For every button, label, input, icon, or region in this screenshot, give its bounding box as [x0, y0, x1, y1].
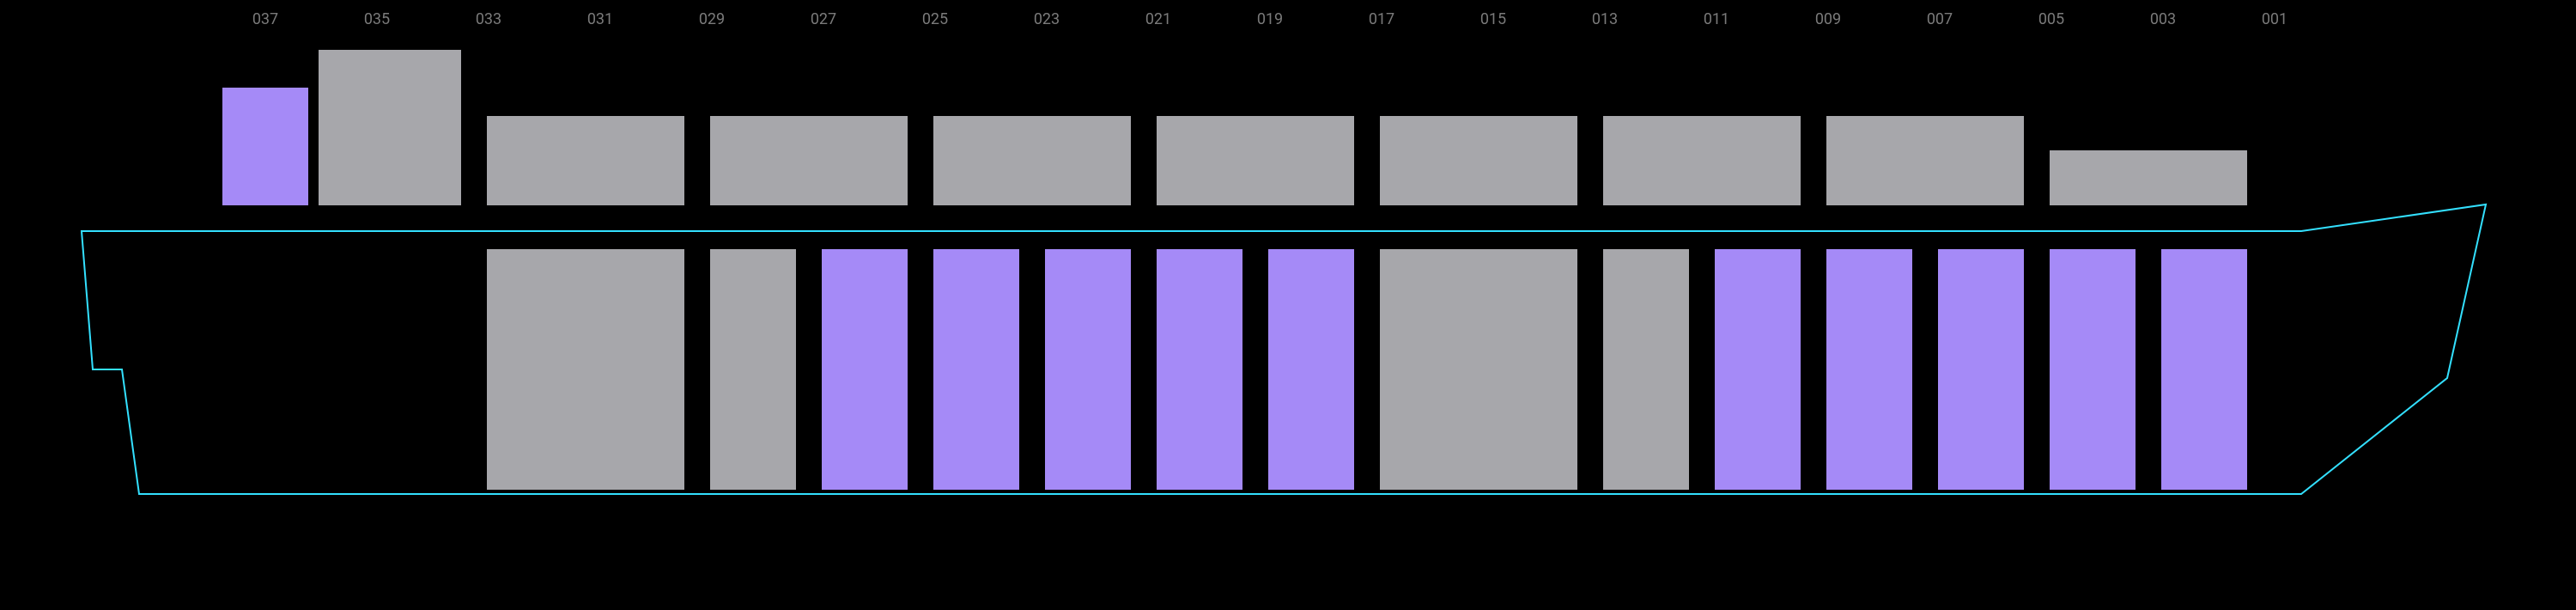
bay-label: 035: [364, 10, 390, 28]
deck-block[interactable]: [1157, 116, 1354, 205]
bay-label: 001: [2262, 10, 2287, 28]
hold-block[interactable]: [1938, 249, 2024, 490]
bay-label: 005: [2038, 10, 2064, 28]
hold-block[interactable]: [1603, 249, 1689, 490]
hold-block[interactable]: [1715, 249, 1801, 490]
hold-blocks: [487, 249, 2247, 490]
bay-label: 029: [699, 10, 725, 28]
deck-block[interactable]: [1826, 116, 2024, 205]
bay-label: 013: [1592, 10, 1618, 28]
hold-block[interactable]: [487, 249, 684, 490]
bay-label: 017: [1369, 10, 1394, 28]
bay-label: 003: [2150, 10, 2176, 28]
bay-label: 009: [1815, 10, 1841, 28]
bay-labels: 037 035 033 031 029 027 025 023 021 019 017 015 013 0…: [252, 10, 2287, 28]
bay-label: 019: [1257, 10, 1283, 28]
deck-block[interactable]: [710, 116, 908, 205]
bay-label: 011: [1704, 10, 1729, 28]
hold-block[interactable]: [710, 249, 796, 490]
bay-label: 027: [811, 10, 836, 28]
deck-block[interactable]: [1380, 116, 1577, 205]
bay-label: 033: [476, 10, 501, 28]
hold-block[interactable]: [2161, 249, 2247, 490]
bay-label: 007: [1927, 10, 1953, 28]
hold-block[interactable]: [1045, 249, 1131, 490]
hold-block[interactable]: [1268, 249, 1354, 490]
hold-block[interactable]: [1157, 249, 1242, 490]
deck-block[interactable]: [222, 88, 308, 205]
hold-block[interactable]: [1380, 249, 1577, 490]
bay-label: 025: [922, 10, 948, 28]
bay-label: 031: [587, 10, 613, 28]
hold-block[interactable]: [2050, 249, 2136, 490]
hold-block[interactable]: [933, 249, 1019, 490]
bay-label: 023: [1034, 10, 1060, 28]
deck-block[interactable]: [1603, 116, 1801, 205]
deck-block[interactable]: [2050, 150, 2247, 205]
deck-block[interactable]: [319, 50, 461, 205]
hold-block[interactable]: [822, 249, 908, 490]
bay-label: 021: [1145, 10, 1171, 28]
bay-label: 015: [1480, 10, 1506, 28]
deck-block[interactable]: [487, 116, 684, 205]
deck-blocks: [222, 50, 2247, 205]
hold-block[interactable]: [1826, 249, 1912, 490]
bay-label: 037: [252, 10, 278, 28]
deck-block[interactable]: [933, 116, 1131, 205]
ship-bay-diagram: 037 035 033 031 029 027 025 023 021 019 017 015 013 0…: [0, 0, 2576, 610]
